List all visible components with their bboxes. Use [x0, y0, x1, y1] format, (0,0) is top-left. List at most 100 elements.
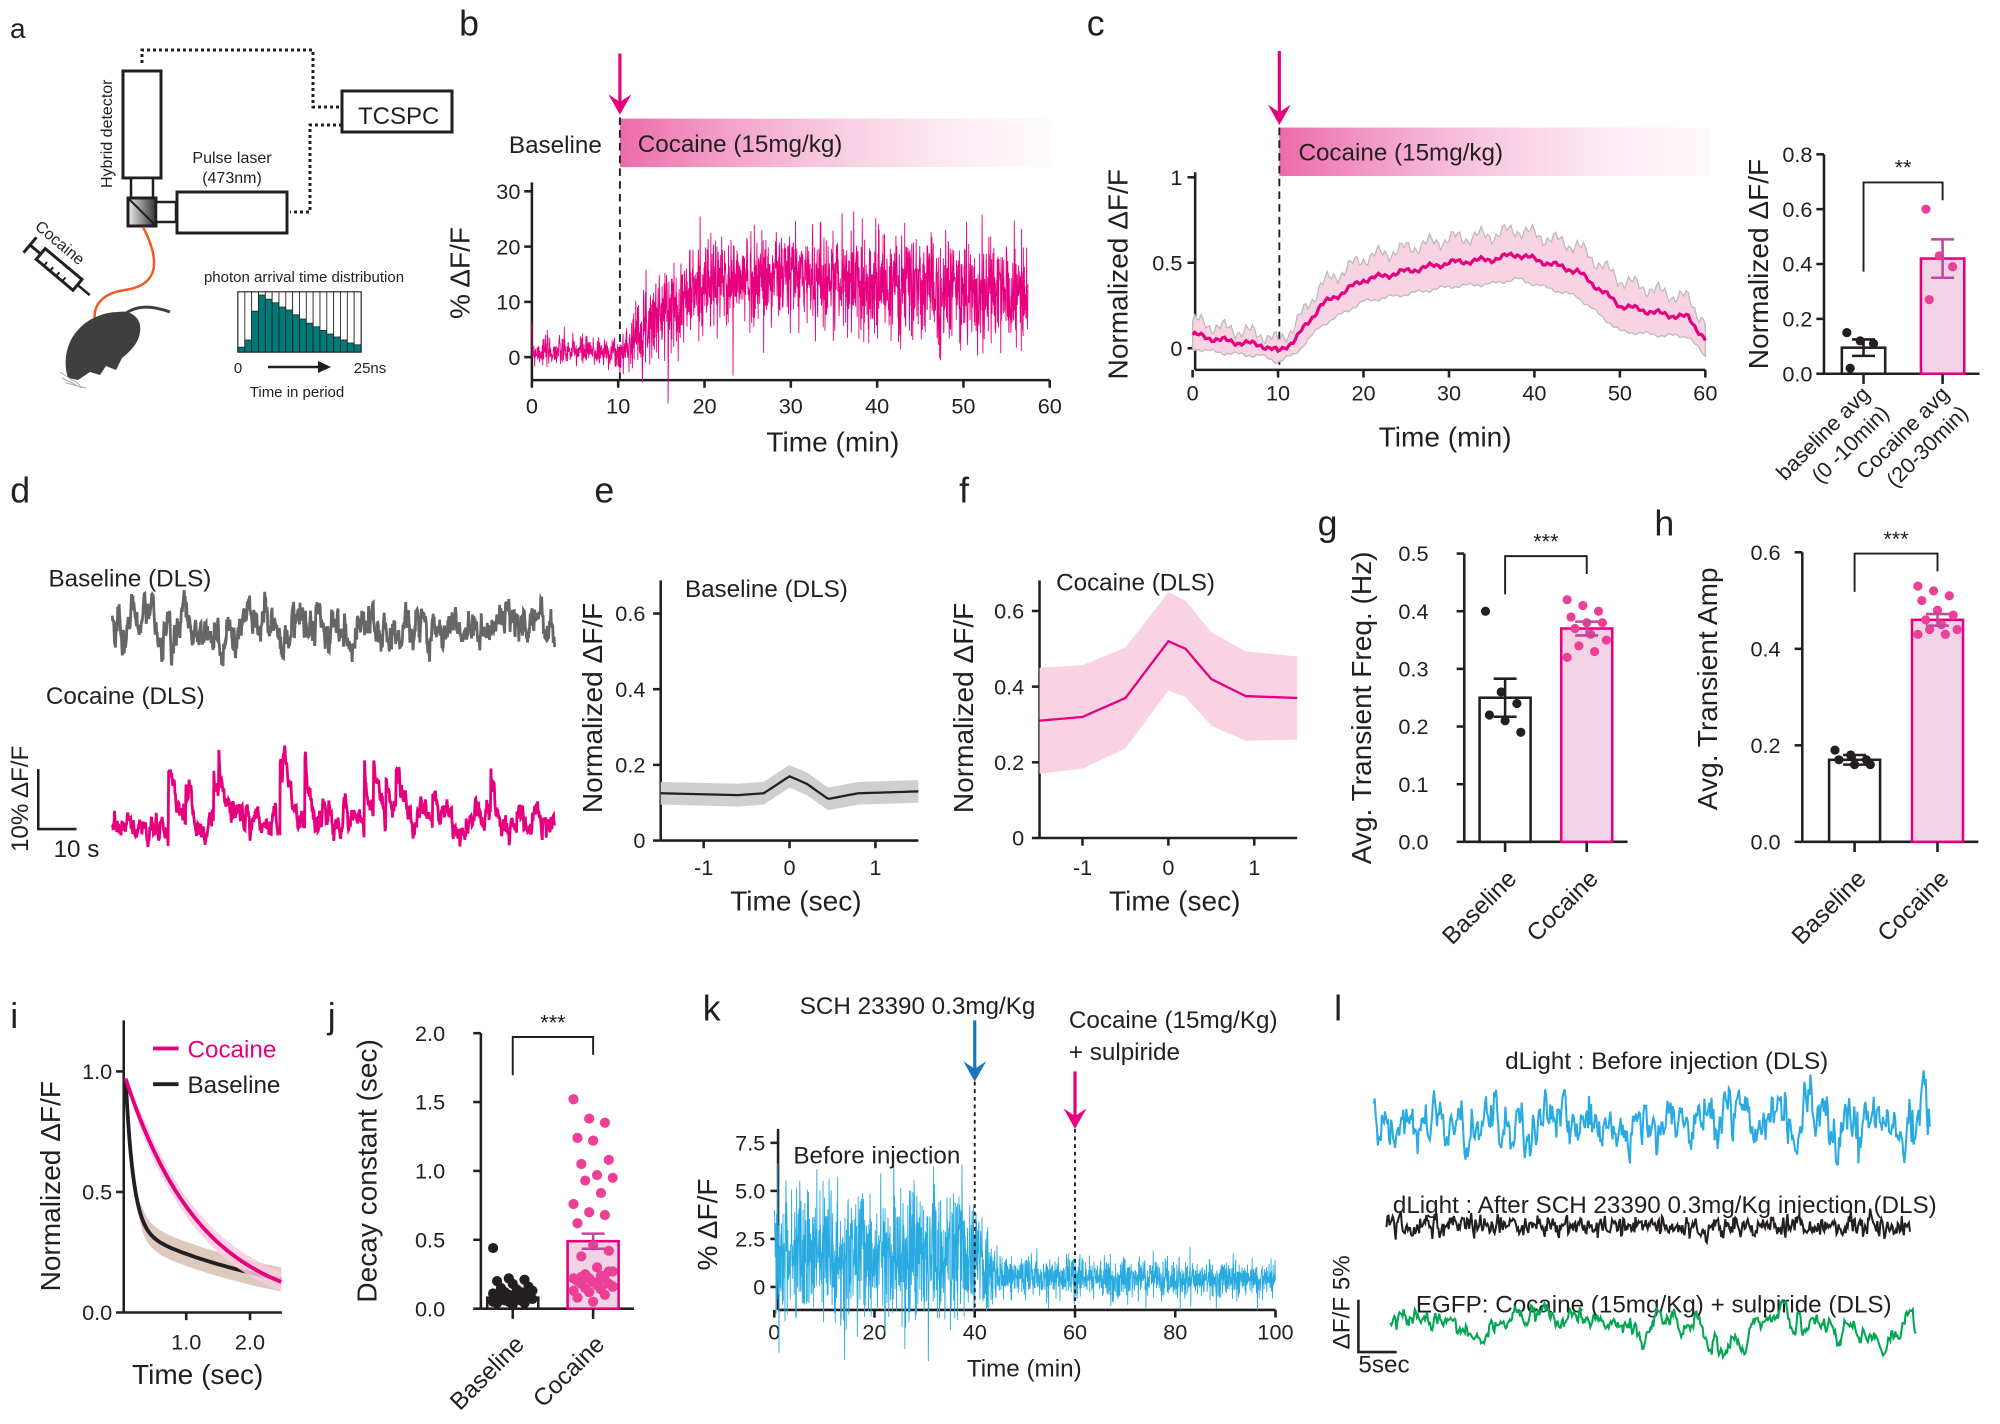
error-bar: [1575, 620, 1599, 637]
data-point: [495, 1287, 507, 1298]
y-tick-label: 0.4: [1782, 252, 1812, 277]
event2-arrow-head: [1063, 1108, 1087, 1129]
mouse-icon: [59, 305, 171, 389]
panel-f-chart: 0 0.2 0.4 0.6 -1 0 1 Normalized ΔF/F Time (sec) C…: [948, 570, 1298, 917]
x-tick-label: 50: [1608, 381, 1632, 406]
data-point: [1921, 204, 1931, 214]
data-point: [1562, 595, 1572, 605]
trace-0: [1372, 1070, 1931, 1166]
significance-stars: ***: [1533, 528, 1559, 553]
panel-title: Cocaine (DLS): [1056, 570, 1215, 597]
data-point: [1593, 606, 1604, 616]
injection-period-bar: [619, 118, 1050, 168]
mean-trace: [660, 774, 919, 800]
x-tick-label: 40: [1522, 381, 1546, 406]
x-tick-label: 2.0: [235, 1329, 265, 1354]
data-point: [519, 1298, 530, 1309]
data-point: [1512, 698, 1522, 709]
panel-label-l: l: [1334, 988, 1342, 1028]
data-point: [1868, 338, 1879, 349]
error-bar: [1931, 238, 1955, 280]
data-point: [1480, 606, 1491, 616]
event1-arrow-head: [963, 1061, 987, 1082]
histogram-bar: [244, 339, 253, 353]
significance-stars: **: [1895, 155, 1912, 180]
x-tick-label: 20: [862, 1319, 886, 1344]
significance-bracket: [1504, 555, 1588, 595]
panel-l-traces: dLight : Before injection (DLS) dLight : …: [1328, 1048, 1936, 1379]
df-f-trace: [773, 1153, 1276, 1361]
panel-label-c: c: [1087, 4, 1105, 44]
y-tick-label: 0.0: [82, 1300, 112, 1325]
mean-trace: [1191, 251, 1707, 354]
y-tick-label: 20: [496, 234, 520, 259]
injection-arrow-head: [608, 94, 632, 115]
y-tick-label: 1.0: [82, 1059, 112, 1084]
y-axis-label: Normalized ΔF/F: [35, 1081, 66, 1291]
error-bar: [581, 1232, 605, 1251]
injection-label: Cocaine (15mg/kg): [638, 131, 843, 158]
y-tick-label: 2.5: [735, 1227, 765, 1252]
mean-trace: [1039, 639, 1298, 722]
tcspc-box: [340, 89, 454, 134]
panel-e-chart: 0 0.2 0.4 0.6 -1 0 1 Normalized ΔF/F Time (sec) B…: [577, 576, 919, 917]
x-tick-label: 40: [865, 393, 889, 418]
panel-label-f: f: [959, 471, 969, 511]
x-tick-label: 30: [1437, 381, 1461, 406]
x-tick-label: 0: [526, 393, 538, 418]
laser-wavelength-label: (473nm): [202, 170, 262, 187]
x-tick-label: 0: [784, 855, 796, 880]
syringe-icon: [22, 236, 91, 297]
laser-label: Pulse laser: [192, 150, 272, 167]
data-point: [1940, 629, 1950, 639]
histogram-end-label: 25ns: [354, 360, 387, 377]
data-point: [576, 1158, 587, 1170]
data-point: [599, 1289, 610, 1300]
panel-d-traces: Baseline (DLS) Cocaine (DLS) 10% ΔF/F 10 s: [7, 566, 556, 863]
event1-label: SCH 23390 0.3mg/Kg: [800, 993, 1036, 1020]
x-axis-label: Time (sec): [1109, 886, 1240, 917]
histogram-bar: [333, 336, 341, 353]
x-tick-label: 0: [1162, 855, 1174, 880]
y-tick-label: 1: [1170, 165, 1182, 190]
data-point: [1570, 623, 1580, 634]
event2-label: Cocaine (15mg/Kg): [1069, 1007, 1278, 1034]
x-tick-label: 20: [1351, 381, 1375, 406]
y-tick-label: 0.1: [1398, 772, 1428, 797]
histogram-title: photon arrival time distribution: [204, 269, 404, 286]
data-point: [572, 1218, 583, 1229]
data-point: [1842, 327, 1852, 338]
x-tick-label: 10: [606, 393, 630, 418]
data-point: [1834, 755, 1844, 765]
x-tick-label: 20: [692, 393, 716, 418]
data-point: [584, 1287, 595, 1298]
bar-cocaine: [1559, 627, 1614, 844]
data-point: [607, 1281, 618, 1292]
baseline-trace: [110, 589, 556, 667]
histogram-bar: [271, 302, 280, 353]
injection-period-bar: [1279, 127, 1710, 177]
panel-h-bar-chart: 0.0 0.2 0.4 0.6 Avg. Transient Amp Baseline Co…: [1692, 526, 1979, 950]
y-axis-label: Normalized ΔF/F: [948, 603, 979, 813]
data-point: [1578, 600, 1588, 611]
bar-baseline: [1827, 758, 1882, 844]
legend-label: Baseline: [187, 1072, 280, 1099]
data-point: [1500, 716, 1510, 726]
x-tick-label: -1: [694, 855, 713, 880]
data-point: [599, 1117, 610, 1128]
data-point: [591, 1277, 603, 1288]
y-tick-label: 0: [753, 1275, 765, 1300]
histogram-bar: [264, 298, 273, 353]
injection-label: Cocaine (15mg/kg): [1298, 140, 1503, 167]
data-point: [1597, 618, 1608, 628]
histogram-bar: [305, 322, 314, 353]
data-point: [1952, 624, 1962, 635]
x-tick-label: 10: [1266, 381, 1290, 406]
x-tick-label: 80: [1163, 1319, 1187, 1344]
error-bar: [1843, 753, 1867, 766]
y-tick-label: 0.0: [1398, 829, 1428, 854]
data-point: [588, 1296, 599, 1307]
data-point: [603, 1154, 614, 1165]
